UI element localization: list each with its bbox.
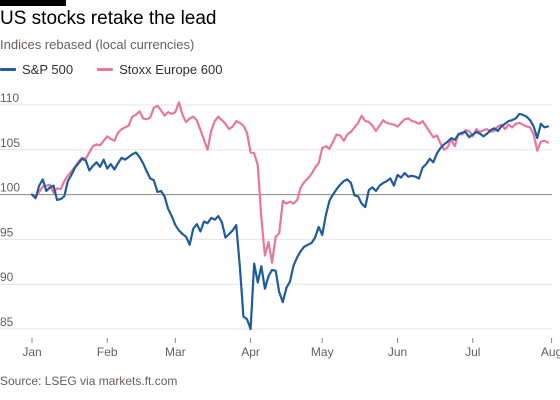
x-tick-label-apr: Apr [241,345,260,359]
y-tick-label-85: 85 [0,315,14,329]
x-tick-label-may: May [311,345,334,359]
legend-label-stoxx600: Stoxx Europe 600 [119,62,223,77]
chart-subtitle: Indices rebased (local currencies) [0,37,195,52]
y-tick-label-100: 100 [0,181,20,195]
x-tick-label-jun: Jun [388,345,407,359]
source-note: Source: LSEG via markets.ft.com [0,374,178,388]
x-tick-label-aug: Aug [541,345,560,359]
y-tick-label-110: 110 [0,91,19,105]
series-line-stoxx600 [30,101,550,264]
legend-swatch-sp500 [0,68,16,71]
gridlines [0,104,552,330]
x-tick-label-mar: Mar [165,345,186,359]
y-tick-label-95: 95 [0,225,14,239]
title-accent-bar [0,0,66,6]
x-tick-label-jan: Jan [22,345,41,359]
series-line-sp500 [30,112,550,331]
legend-swatch-stoxx600 [97,68,114,71]
x-tick-label-feb: Feb [97,345,118,359]
y-tick-label-90: 90 [0,270,14,284]
chart-title: US stocks retake the lead [0,8,217,29]
x-tick-label-jul: Jul [465,345,480,359]
chart-legend: S&P 500 Stoxx Europe 600 [0,62,246,77]
y-tick-label-105: 105 [0,136,20,150]
y-axis-ticks: 85 90 95 100 105 110 [0,91,20,329]
x-axis-ticks: Jan Feb Mar Apr May Jun Jul Aug [22,338,560,359]
legend-item-stoxx600: Stoxx Europe 600 [97,62,222,77]
legend-label-sp500: S&P 500 [22,62,74,77]
legend-item-sp500: S&P 500 [0,62,73,77]
series-lines [30,101,550,331]
